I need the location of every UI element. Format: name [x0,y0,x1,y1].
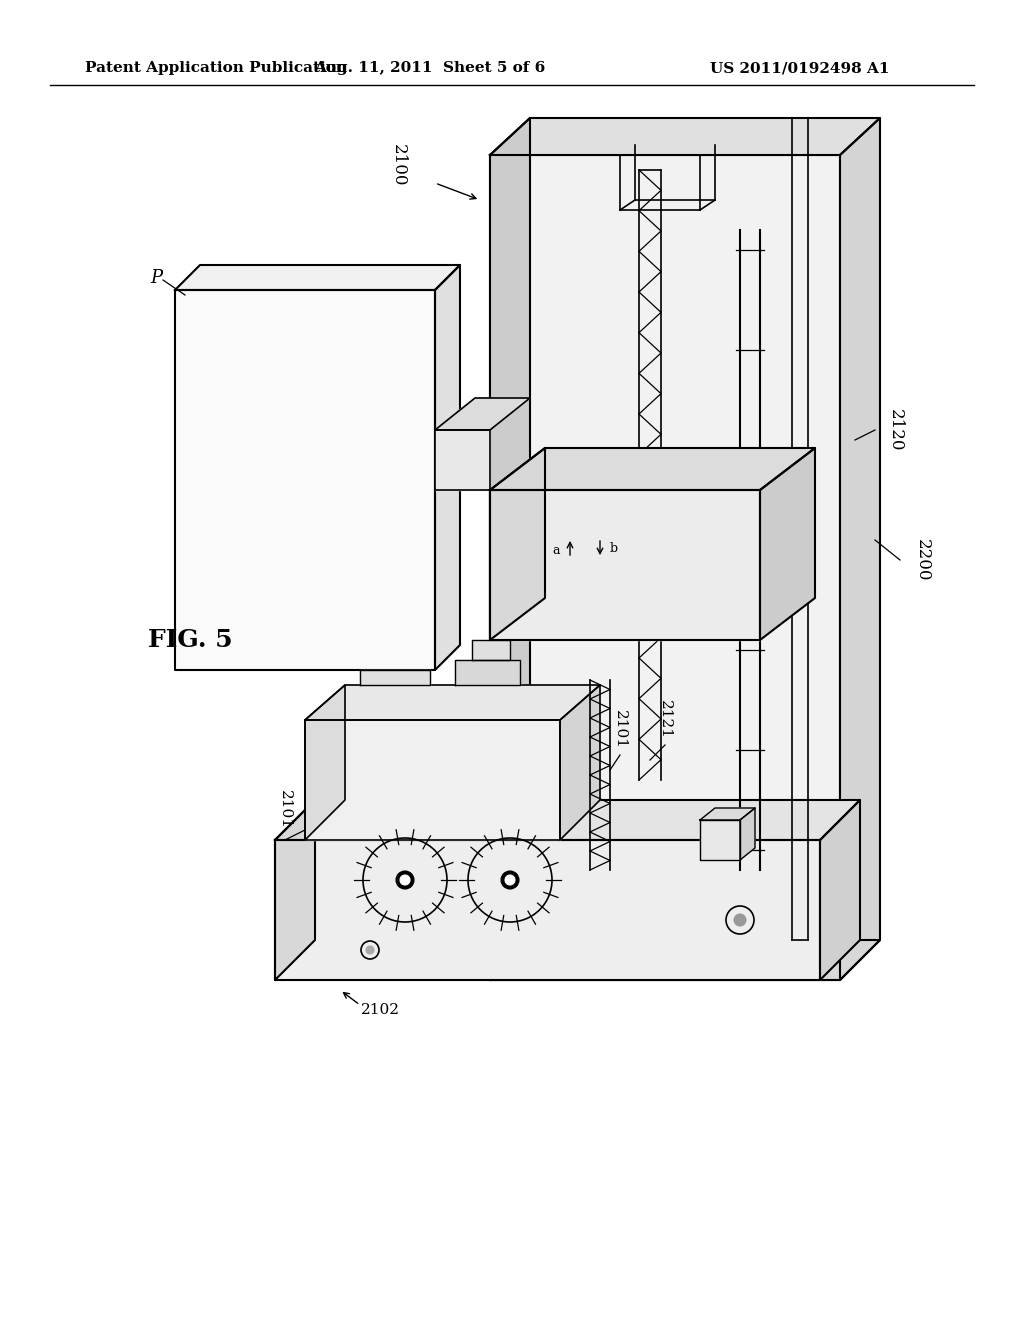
Polygon shape [305,685,345,840]
Text: US 2011/0192498 A1: US 2011/0192498 A1 [711,61,890,75]
Polygon shape [175,290,435,671]
Text: 2101: 2101 [613,710,627,750]
Polygon shape [700,820,740,861]
Polygon shape [560,685,600,840]
Polygon shape [360,671,430,685]
Polygon shape [490,490,760,640]
Text: b: b [610,541,618,554]
Polygon shape [175,265,460,290]
Text: 2200: 2200 [913,539,931,581]
Polygon shape [305,685,600,719]
Polygon shape [760,447,815,640]
Circle shape [400,875,410,884]
Text: Patent Application Publication: Patent Application Publication [85,61,347,75]
Text: 2121: 2121 [658,701,672,739]
Text: 2101: 2101 [278,791,292,829]
Text: 2100: 2100 [390,144,407,186]
Text: 2120: 2120 [887,409,903,451]
Polygon shape [435,399,530,430]
Polygon shape [490,117,880,154]
Polygon shape [435,265,460,671]
Circle shape [501,871,519,888]
Polygon shape [740,808,755,861]
Circle shape [396,871,414,888]
Polygon shape [435,430,490,490]
Polygon shape [490,940,880,979]
Polygon shape [275,840,820,979]
Polygon shape [820,800,860,979]
Polygon shape [490,117,530,979]
Text: 2102: 2102 [360,1003,399,1016]
Polygon shape [455,660,520,685]
Polygon shape [305,719,560,840]
Polygon shape [275,800,860,840]
Text: a: a [553,544,560,557]
Polygon shape [490,154,840,979]
Circle shape [505,875,515,884]
Polygon shape [840,117,880,979]
Polygon shape [472,640,510,660]
Polygon shape [700,808,755,820]
Polygon shape [490,447,815,490]
Text: P: P [150,269,162,286]
Text: Aug. 11, 2011  Sheet 5 of 6: Aug. 11, 2011 Sheet 5 of 6 [314,61,546,75]
Circle shape [366,946,374,954]
Polygon shape [490,447,545,640]
Text: FIG. 5: FIG. 5 [148,628,232,652]
Polygon shape [275,800,315,979]
Circle shape [734,913,746,927]
